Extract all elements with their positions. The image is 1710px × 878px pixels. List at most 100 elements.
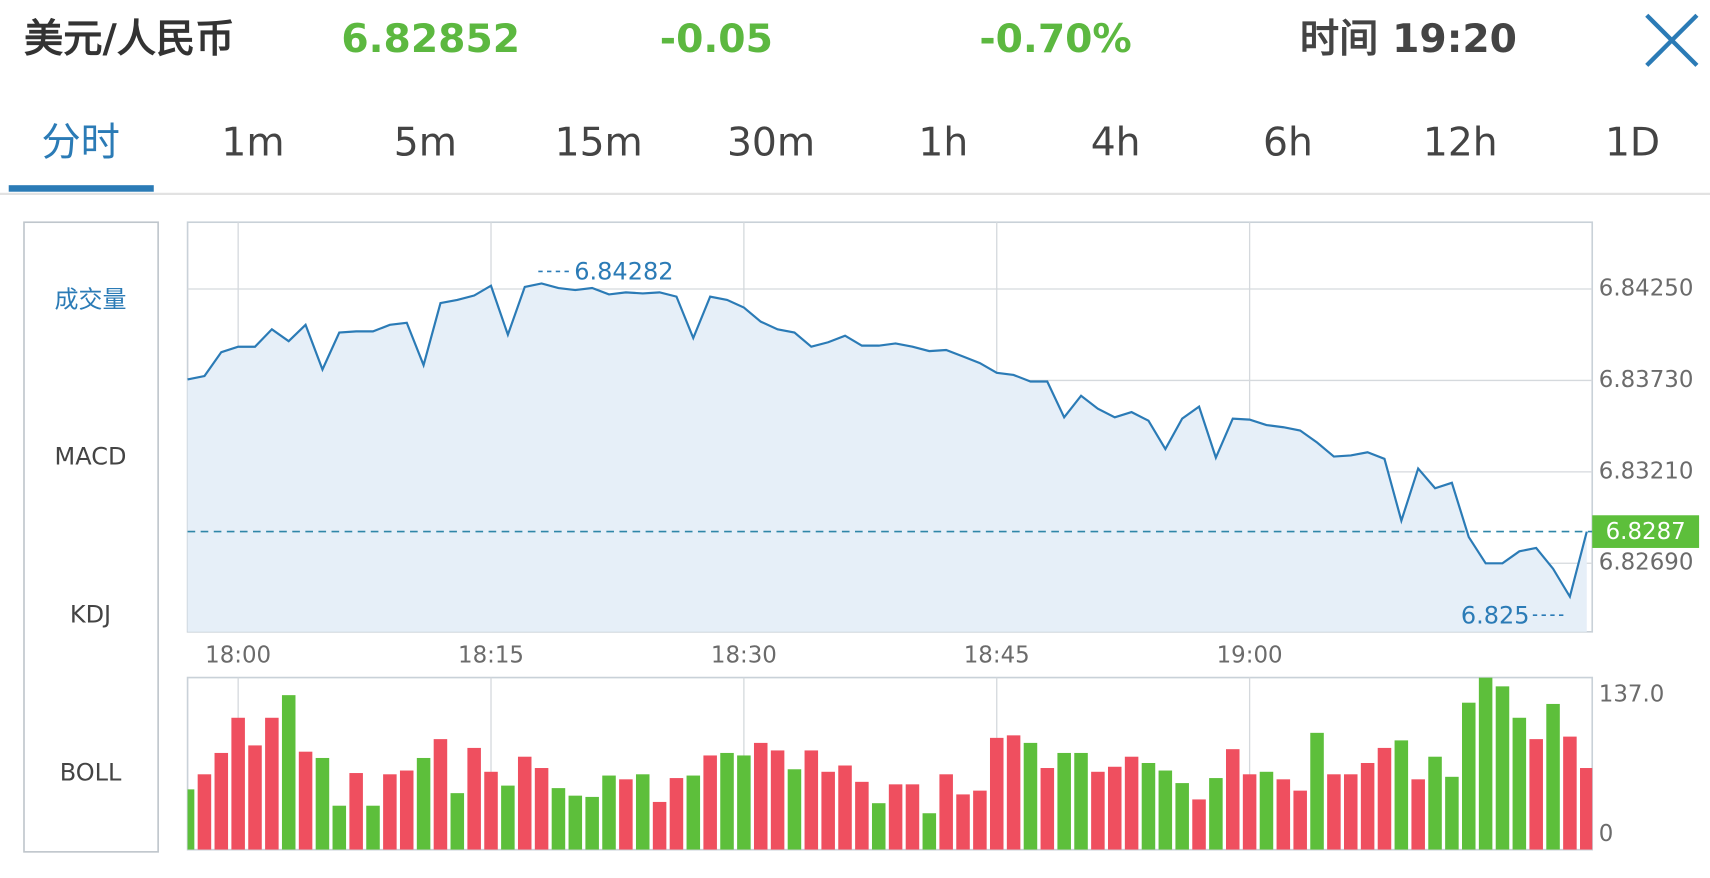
y-tick-label: 6.84250 — [1599, 276, 1694, 302]
pair-name: 美元/人民币 — [24, 17, 235, 62]
bar — [1006, 735, 1021, 850]
bar — [298, 751, 313, 850]
bar — [433, 739, 448, 850]
tab[interactable]: 4h — [1091, 120, 1141, 165]
bar — [821, 771, 835, 850]
y-tick-label: 6.83210 — [1599, 458, 1694, 484]
bar — [619, 779, 633, 850]
bar — [416, 757, 431, 850]
bar — [248, 745, 262, 850]
x-tick-label: 18:15 — [458, 642, 524, 668]
bar — [787, 769, 802, 850]
bar — [956, 794, 970, 850]
bar — [1563, 736, 1577, 850]
bar — [669, 778, 684, 850]
indicator-panel — [23, 221, 159, 853]
bar — [703, 755, 717, 850]
bar — [450, 793, 465, 850]
y-tick-label: 137.0 — [1599, 682, 1665, 708]
bar — [1310, 732, 1324, 850]
bar — [1023, 742, 1038, 850]
bar — [1259, 771, 1274, 850]
y-tick-label: 6.83730 — [1599, 367, 1694, 393]
bar — [1546, 703, 1560, 850]
bar — [888, 784, 903, 850]
x-tick-label: 18:00 — [205, 642, 271, 668]
line — [187, 282, 1588, 600]
change-percent: -0.70% — [979, 17, 1131, 62]
bar — [1529, 739, 1543, 850]
bar — [1124, 756, 1139, 850]
bar — [686, 775, 701, 850]
bar — [973, 790, 987, 850]
bar — [551, 788, 566, 850]
bar — [1057, 752, 1071, 850]
tab[interactable]: 分时 — [41, 120, 119, 165]
bar — [231, 717, 245, 850]
bar — [770, 750, 785, 850]
x-tick-label: 18:30 — [711, 642, 777, 668]
area — [187, 283, 1587, 632]
tab[interactable]: 15m — [555, 120, 643, 165]
tab[interactable]: 1D — [1605, 120, 1660, 165]
bar — [1512, 717, 1527, 850]
bar — [383, 774, 397, 850]
change: -0.05 — [660, 17, 773, 62]
price: 6.82852 — [341, 17, 520, 62]
tab[interactable]: 12h — [1423, 120, 1498, 165]
current-price-badge — [1592, 515, 1700, 548]
tab[interactable]: 5m — [394, 120, 457, 165]
bar — [467, 747, 481, 850]
bar — [989, 737, 1004, 850]
x-tick-label: 18:45 — [964, 642, 1030, 668]
tab-bar: 分时 1m 5m 15m 30m 1h 4h 6h 12h 1D — [41, 120, 1660, 165]
current-price-label: 6.8287 — [1606, 519, 1686, 545]
volume-bars — [187, 677, 1593, 850]
bar — [1141, 762, 1156, 850]
bar — [1327, 774, 1341, 850]
bar — [332, 805, 347, 850]
bar — [1175, 783, 1189, 850]
bar — [484, 771, 498, 850]
bar — [1040, 768, 1055, 850]
bar — [855, 781, 869, 850]
indicator-list: 成交量 MACD KDJ BOLL — [55, 286, 127, 787]
bar — [1445, 776, 1459, 850]
close-button[interactable] — [1645, 13, 1699, 67]
x-tick-label: 19:00 — [1217, 642, 1283, 668]
bar — [1209, 778, 1223, 850]
bar — [753, 742, 768, 850]
bar — [720, 752, 734, 850]
bar — [517, 756, 532, 850]
bar — [737, 755, 751, 850]
bar — [1225, 749, 1240, 850]
bar — [1158, 770, 1173, 850]
bar — [399, 770, 414, 850]
bar — [838, 765, 852, 850]
tab[interactable]: 1h — [918, 120, 968, 165]
bar — [871, 803, 886, 850]
bar — [905, 784, 920, 850]
tab[interactable]: 6h — [1263, 120, 1313, 165]
indicator-item[interactable]: KDJ — [70, 600, 111, 628]
bar — [585, 796, 599, 850]
tab[interactable]: 1m — [221, 120, 284, 165]
bar — [366, 805, 380, 850]
bar — [1293, 790, 1307, 850]
bar — [1478, 677, 1493, 850]
indicator-item[interactable]: MACD — [55, 443, 127, 471]
bar — [1428, 756, 1442, 850]
bar — [1091, 771, 1105, 850]
bar — [281, 695, 296, 850]
bar — [939, 774, 953, 850]
max-label: 6.84282 — [574, 258, 673, 286]
bar — [602, 775, 616, 850]
min-label: 6.825 — [1461, 601, 1530, 629]
bar — [1411, 779, 1425, 850]
bar — [1580, 768, 1593, 850]
y-tick-label: 0 — [1599, 821, 1614, 847]
tab[interactable]: 30m — [727, 120, 815, 165]
indicator-item[interactable]: 成交量 — [55, 286, 127, 314]
indicator-item[interactable]: BOLL — [60, 758, 122, 786]
